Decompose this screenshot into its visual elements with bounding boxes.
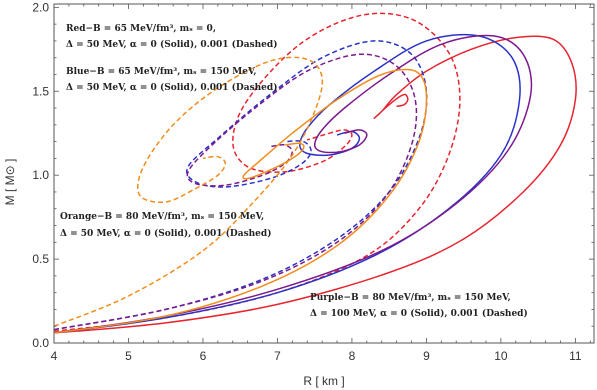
annotation-blue-line2: Δ = 50 MeV, α = 0 (Solid), 0.001 (Dashed…	[66, 82, 277, 93]
x-tick-label: 6	[200, 349, 207, 363]
y-tick-label: 1.0	[32, 168, 49, 182]
y-axis-label: M [ M⊙ ]	[3, 159, 17, 206]
annotation-blue-line1: Blue−B = 65 MeV/fm³, mₛ = 150 MeV,	[66, 67, 257, 77]
x-tick-label: 10	[494, 349, 508, 363]
annotation-red-line2: Δ = 50 MeV, α = 0 (Solid), 0.001 (Dashed…	[66, 39, 277, 50]
series-red-solid	[54, 35, 577, 334]
x-tick-label: 8	[349, 349, 356, 363]
annotation-orange-line2: Δ = 50 MeV, α = 0 (Solid), 0.001 (Dashed…	[60, 228, 271, 239]
x-tick-label: 11	[569, 349, 582, 363]
x-tick-label: 5	[125, 349, 132, 363]
series-orange-dashed	[54, 56, 324, 327]
y-tick-label: 1.5	[32, 84, 49, 98]
x-axis-label: R [ km ]	[303, 374, 344, 388]
series-orange-solid	[54, 68, 428, 334]
series-layer	[54, 12, 577, 334]
x-tick-label: 4	[51, 349, 58, 363]
series-blue-dashed	[54, 40, 428, 331]
plot-frame	[53, 3, 595, 344]
annotation-orange-line1: Orange−B = 80 MeV/fm³, mₛ = 150 MeV,	[60, 212, 264, 222]
y-tick-label: 0.5	[32, 252, 49, 266]
y-tick-label: 2.0	[32, 0, 49, 14]
series-purple-solid	[54, 34, 533, 334]
annotation-purple-line2: Δ = 100 MeV, α = 0 (Solid), 0.001 (Dashe…	[310, 308, 528, 319]
x-tick-label: 9	[423, 349, 430, 363]
series-purple-dashed	[54, 53, 418, 331]
series-blue-solid	[54, 33, 521, 334]
annotation-red-line1: Red−B = 65 MeV/fm³, mₛ = 0,	[66, 24, 216, 34]
annotation-purple-line1: Purple−B = 80 MeV/fm³, mₛ = 150 MeV,	[310, 293, 511, 303]
x-tick-label: 7	[274, 349, 281, 363]
y-tick-label: 0.0	[32, 336, 49, 350]
axis-ticks: 4 5 6 7 8 9 10 11 0.0 0.5 1.0 1.5 2.0	[32, 0, 594, 363]
